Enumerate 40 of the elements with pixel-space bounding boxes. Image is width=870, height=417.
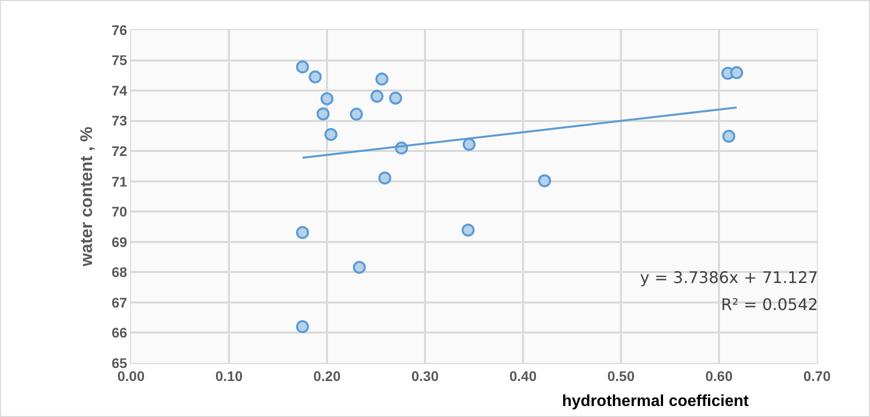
point: [378, 172, 392, 185]
x-tick-label: 0.70: [803, 368, 831, 384]
y-tick-label: 70: [112, 204, 128, 220]
point: [389, 92, 402, 105]
point: [370, 90, 384, 103]
y-tick-label: 71: [112, 173, 128, 190]
point: [722, 130, 736, 143]
y-tick-label: 73: [112, 112, 128, 129]
x-tick-label: 0.30: [411, 368, 439, 384]
y-tick-label: 75: [112, 52, 128, 68]
point: [308, 70, 322, 84]
point: [316, 107, 330, 120]
y-tick-label: 68: [112, 264, 128, 280]
y-axis-title: water content , %: [77, 126, 96, 268]
point: [375, 72, 388, 86]
point: [352, 260, 366, 274]
y-tick-label: 76: [112, 22, 128, 38]
x-tick-label: 0.60: [705, 368, 733, 384]
point: [296, 226, 309, 240]
y-tick-label: 67: [112, 294, 128, 310]
point: [320, 92, 334, 106]
annotation: R² = 0.0542: [721, 295, 818, 314]
x-tick-label: 0.10: [215, 368, 243, 384]
x-axis-title: hydrothermal coefficient: [562, 393, 750, 410]
y-tick-label: 72: [112, 142, 128, 159]
y-tick-label: 66: [112, 324, 128, 341]
y-tick-label: 74: [112, 82, 128, 98]
y-tick-label: 69: [112, 234, 128, 250]
point: [538, 174, 552, 188]
point: [350, 108, 363, 121]
x-tick-label: 0.20: [313, 368, 341, 384]
annotation: y = 3.7386x + 71.127: [640, 268, 818, 287]
point: [296, 320, 309, 334]
point: [296, 60, 309, 74]
point: [324, 128, 338, 141]
x-tick-label: 0.40: [509, 368, 537, 384]
x-tick-label: 0.50: [607, 368, 635, 384]
point: [462, 224, 475, 237]
point: [462, 138, 476, 151]
point: [730, 66, 744, 80]
